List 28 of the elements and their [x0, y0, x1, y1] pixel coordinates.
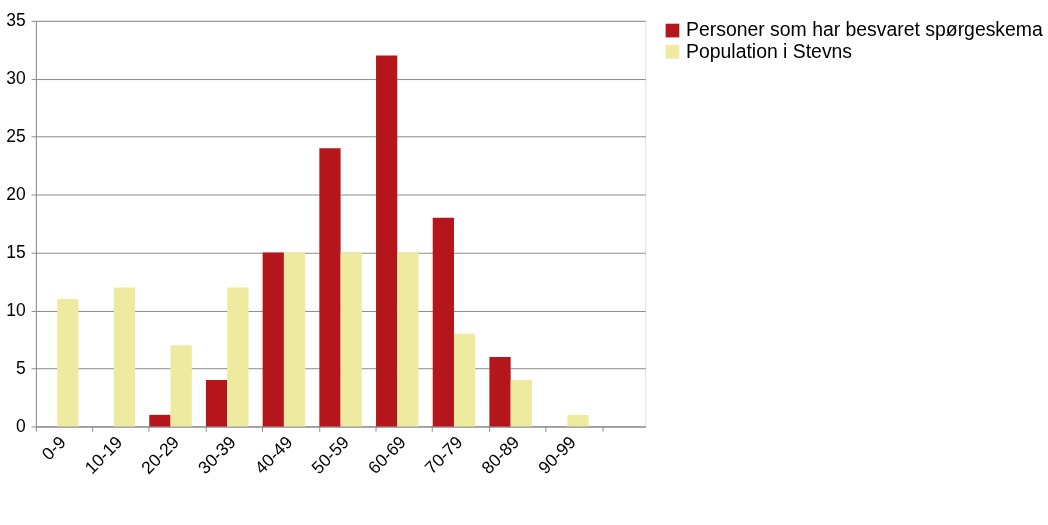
legend-label: Population i Stevns [686, 39, 853, 62]
bar [170, 345, 192, 427]
bar [432, 217, 454, 427]
bar [205, 380, 228, 427]
bar [149, 414, 171, 427]
x-tick-label: 0-9 [37, 432, 70, 465]
bar [283, 252, 306, 427]
bar [453, 333, 476, 427]
bar [227, 287, 249, 427]
bar [262, 252, 284, 427]
y-tick-label: 20 [6, 184, 26, 205]
bar [489, 356, 511, 427]
y-tick-label: 0 [16, 415, 26, 436]
y-tick-label: 15 [6, 241, 26, 262]
y-tick-label: 5 [16, 357, 26, 378]
bar [113, 287, 136, 427]
bar [340, 252, 362, 427]
bar [510, 380, 532, 427]
bar [57, 298, 79, 427]
bar [376, 55, 398, 427]
bar [567, 414, 589, 427]
y-tick-label: 25 [6, 126, 26, 147]
legend-label: Personer som har besvaret spørgeskema [686, 18, 1043, 41]
y-tick-label: 30 [6, 68, 26, 89]
y-tick-label: 35 [6, 10, 26, 31]
y-tick-label: 10 [6, 299, 26, 320]
bar [397, 252, 419, 427]
bar [319, 148, 341, 427]
